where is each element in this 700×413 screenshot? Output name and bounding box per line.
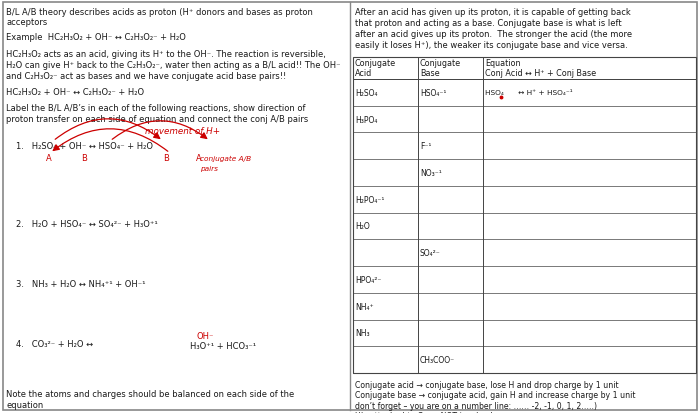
Text: H₂O: H₂O: [355, 222, 370, 231]
Text: H₃PO₄: H₃PO₄: [355, 115, 377, 124]
Text: OH⁻: OH⁻: [196, 331, 214, 340]
Text: CH₃COO⁻: CH₃COO⁻: [420, 355, 455, 364]
Text: NO₃⁻¹: NO₃⁻¹: [420, 169, 442, 178]
Text: HC₂H₃O₂ + OH⁻ ↔ C₂H₃O₂⁻ + H₂O: HC₂H₃O₂ + OH⁻ ↔ C₂H₃O₂⁻ + H₂O: [6, 88, 144, 97]
Text: HPO₄²⁻: HPO₄²⁻: [355, 275, 382, 284]
Text: H₂O can give H⁺ back to the C₂H₃O₂⁻, water then acting as a B/L acid!! The OH⁻: H₂O can give H⁺ back to the C₂H₃O₂⁻, wat…: [6, 61, 340, 70]
Text: 2.   H₂O + HSO₄⁻ ↔ SO₄²⁻ + H₃O⁺¹: 2. H₂O + HSO₄⁻ ↔ SO₄²⁻ + H₃O⁺¹: [16, 219, 158, 228]
Text: NH₄⁺: NH₄⁺: [355, 302, 374, 311]
Text: conjugate A/B: conjugate A/B: [200, 156, 251, 162]
Text: 4.   CO₃²⁻ + H₂O ↔: 4. CO₃²⁻ + H₂O ↔: [16, 339, 93, 348]
Text: B/L A/B theory describes acids as proton (H⁺ donors and bases as proton: B/L A/B theory describes acids as proton…: [6, 8, 313, 17]
Text: pairs: pairs: [200, 166, 218, 171]
Text: movement of H+: movement of H+: [145, 127, 220, 136]
Text: Note the atoms and charges should be balanced on each side of the: Note the atoms and charges should be bal…: [6, 389, 294, 398]
Text: Example  HC₂H₃O₂ + OH⁻ ↔ C₂H₃O₂⁻ + H₂O: Example HC₂H₃O₂ + OH⁻ ↔ C₂H₃O₂⁻ + H₂O: [6, 33, 186, 42]
Text: proton transfer on each side of equation and connect the conj A/B pairs: proton transfer on each side of equation…: [6, 115, 308, 124]
Text: Conjugate
Acid: Conjugate Acid: [355, 59, 396, 78]
Text: H₃O⁺¹ + HCO₃⁻¹: H₃O⁺¹ + HCO₃⁻¹: [190, 341, 256, 350]
Text: Equation
Conj Acid ↔ H⁺ + Conj Base: Equation Conj Acid ↔ H⁺ + Conj Base: [485, 59, 596, 78]
Text: acceptors: acceptors: [6, 18, 48, 27]
Text: 1.   H₂SO₄ + OH⁻ ↔ HSO₄⁻ + H₂O: 1. H₂SO₄ + OH⁻ ↔ HSO₄⁻ + H₂O: [16, 142, 153, 151]
Text: H’s attached to C are NOT involved: H’s attached to C are NOT involved: [355, 411, 493, 413]
Text: and C₂H₃O₂⁻ act as bases and we have conjugate acid base pairs!!: and C₂H₃O₂⁻ act as bases and we have con…: [6, 72, 286, 81]
Text: HSO₄⁻¹: HSO₄⁻¹: [420, 89, 447, 97]
Text: B: B: [163, 154, 169, 163]
Text: that proton and acting as a base. Conjugate base is what is left: that proton and acting as a base. Conjug…: [355, 19, 622, 28]
Text: after an acid gives up its proton.  The stronger the acid (the more: after an acid gives up its proton. The s…: [355, 30, 632, 39]
Text: SO₄²⁻: SO₄²⁻: [420, 249, 441, 258]
Text: F⁻¹: F⁻¹: [420, 142, 431, 151]
Text: Conjugate
Base: Conjugate Base: [420, 59, 461, 78]
Text: NH₃: NH₃: [355, 329, 370, 337]
Bar: [353, 58, 696, 373]
Text: HC₂H₃O₂ acts as an acid, giving its H⁺ to the OH⁻. The reaction is reversible,: HC₂H₃O₂ acts as an acid, giving its H⁺ t…: [6, 50, 326, 59]
Text: equation: equation: [6, 400, 43, 409]
Text: don’t forget – you are on a number line: …… -2, -1, 0, 1, 2…..): don’t forget – you are on a number line:…: [355, 401, 597, 410]
Text: After an acid has given up its proton, it is capable of getting back: After an acid has given up its proton, i…: [355, 8, 631, 17]
Text: A: A: [196, 154, 202, 163]
Text: B: B: [81, 154, 87, 163]
Text: A: A: [46, 154, 52, 163]
Text: H₂PO₄⁻¹: H₂PO₄⁻¹: [355, 195, 384, 204]
Text: 3.   NH₃ + H₂O ↔ NH₄⁺¹ + OH⁻¹: 3. NH₃ + H₂O ↔ NH₄⁺¹ + OH⁻¹: [16, 279, 146, 288]
Text: HSO₄      ↔ H⁺ + HSO₄⁻¹: HSO₄ ↔ H⁺ + HSO₄⁻¹: [485, 90, 573, 96]
Text: Conjugate base → conjugate acid, gain H and increase charge by 1 unit: Conjugate base → conjugate acid, gain H …: [355, 391, 636, 399]
Text: H₂SO₄: H₂SO₄: [355, 89, 377, 97]
Text: Label the B/L A/B’s in each of the following reactions, show direction of: Label the B/L A/B’s in each of the follo…: [6, 104, 305, 113]
Text: easily it loses H⁺), the weaker its conjugate base and vice versa.: easily it loses H⁺), the weaker its conj…: [355, 41, 628, 50]
Text: Conjugate acid → conjugate base, lose H and drop charge by 1 unit: Conjugate acid → conjugate base, lose H …: [355, 380, 619, 389]
